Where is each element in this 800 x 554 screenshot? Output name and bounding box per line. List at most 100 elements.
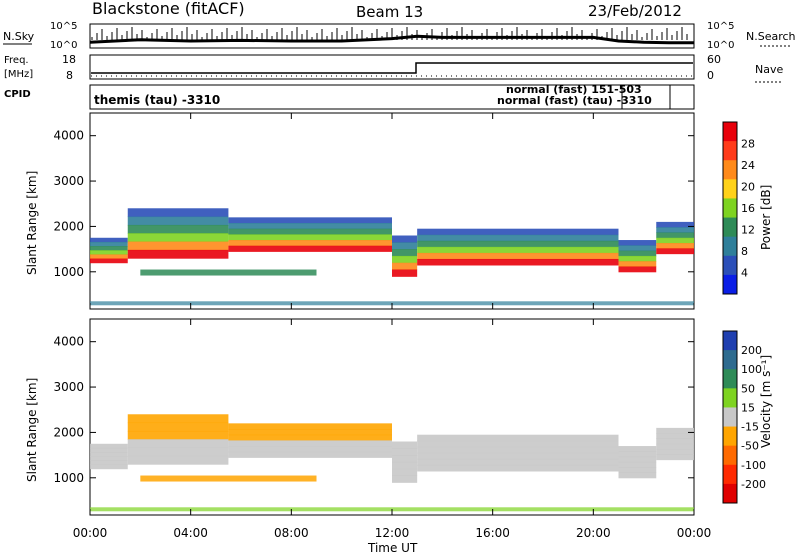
heat-cell [228,446,392,453]
velocity-heatmap [90,414,694,512]
heat-cell [228,223,392,230]
nave-tick-bottom: 0 [707,69,714,82]
colorbar-tick-label: 24 [741,159,755,172]
heat-cell [228,245,392,252]
heat-cell [90,254,128,260]
x-tick-label: 00:00 [73,526,108,540]
colorbar-tick-label: -50 [741,440,759,453]
freq-trace [91,62,693,74]
heat-cell [228,440,392,447]
heat-cell [656,243,694,249]
heat-cell [228,451,392,458]
heat-cell [417,446,619,454]
cpid-frame [89,84,695,110]
heat-cell [127,224,229,234]
colorbar-cell [723,483,737,504]
x-tick-label: 08:00 [274,526,309,540]
power-colorbar-label: Power [dB] [759,185,773,250]
heat-cell [392,262,418,271]
colorbar-tick-label: 16 [741,202,755,215]
heat-cell [417,434,619,442]
heat-cell [618,451,657,458]
colorbar-tick-label: 50 [741,382,755,395]
heat-cell [618,446,657,452]
colorbar-cell [723,445,737,466]
heat-cell [417,246,619,254]
heat-cell [90,250,128,255]
x-tick-label: 04:00 [173,526,208,540]
heat-cell [618,240,657,246]
x-tick-label: 16:00 [475,526,510,540]
freq-panel-frame [89,54,695,80]
colorbar-tick-label: -15 [741,421,759,434]
colorbar-cell [723,331,737,351]
cpid-right-text-2: normal (fast) (tau) -3310 [497,94,652,107]
heat-cell [90,447,128,453]
heat-cell [618,261,657,268]
heat-cell [656,227,694,233]
y-tick-label: 4000 [53,129,84,143]
y-tick-label: 3000 [53,174,84,188]
colorbar-tick-label: 8 [741,245,748,258]
heat-cell [392,242,418,250]
y-tick-label: 2000 [53,425,84,439]
colorbar-frame [722,330,738,504]
y-tick-label: 3000 [53,380,84,394]
cpid-left-text: themis (tau) -3310 [94,93,220,107]
colorbar-cell [723,274,737,295]
colorbar-tick-label: 12 [741,224,755,237]
heat-cell [127,422,229,432]
heat-cell [392,448,418,456]
colorbar-cell [723,464,737,485]
heat-cell [90,258,128,264]
heat-cell [656,449,694,455]
heat-cell [90,464,128,470]
colorbar-tick-label: 15 [741,401,755,414]
heat-cell [228,217,392,224]
heat-cell [90,452,128,457]
heat-cell [618,266,657,273]
heat-cell [656,248,694,255]
heat-cell [127,216,229,226]
heat-cell [127,208,229,218]
radar-title: Blackstone (fitACF) [92,0,245,18]
heat-cell [140,475,317,482]
heat-cell [656,454,694,461]
heat-cell [618,472,657,479]
x-tick-label: 20:00 [576,526,611,540]
heat-cell [417,452,619,460]
heat-cell [618,456,657,463]
colorbar-cell [723,350,737,370]
noise-right-tick-bottom: 10^0 [707,40,734,51]
heat-cell [656,232,694,239]
noise-panel-frame [89,23,695,49]
heat-cell [417,440,619,448]
heat-cell [656,443,694,450]
cpid-right-text-1: normal (fast) 151-503 [506,83,642,96]
colorbar-cell [723,217,737,238]
velocity-colorbar: 200 100 50 15 -15 -50 -100 -200 Velocity [m s⁻¹… [722,330,773,504]
colorbar-cell [723,198,737,218]
heat-cell [656,237,694,244]
heat-cell [90,246,128,251]
noise-panel: N.Sky 10^5 10^0 10^5 10^0 N.Search [3,21,796,51]
cpid-strip: themis (tau) -3310 normal (fast) 151-503… [89,83,695,110]
heat-cell [656,438,694,445]
noise-trace [89,27,694,45]
heat-cell [392,249,418,257]
heat-cell [127,439,229,449]
heat-cell [618,255,657,262]
y-tick-label: 1000 [53,265,84,279]
cpid-label: CPID [4,89,31,100]
heat-cell [618,245,657,252]
noise-right-label: N.Search [746,30,796,43]
colorbar-cell [723,179,737,199]
colorbar-tick-label: 4 [741,267,748,280]
x-axis: 00:00 04:00 08:00 12:00 16:00 20:00 00:00 [73,113,711,540]
date-label: 23/Feb/2012 [588,2,682,20]
velocity-panel: 1000 2000 3000 4000 Slant Range [km] [25,318,695,516]
velocity-y-ticks: 1000 2000 3000 4000 [53,335,694,485]
heat-cell [127,414,229,424]
heat-cell [140,269,317,276]
